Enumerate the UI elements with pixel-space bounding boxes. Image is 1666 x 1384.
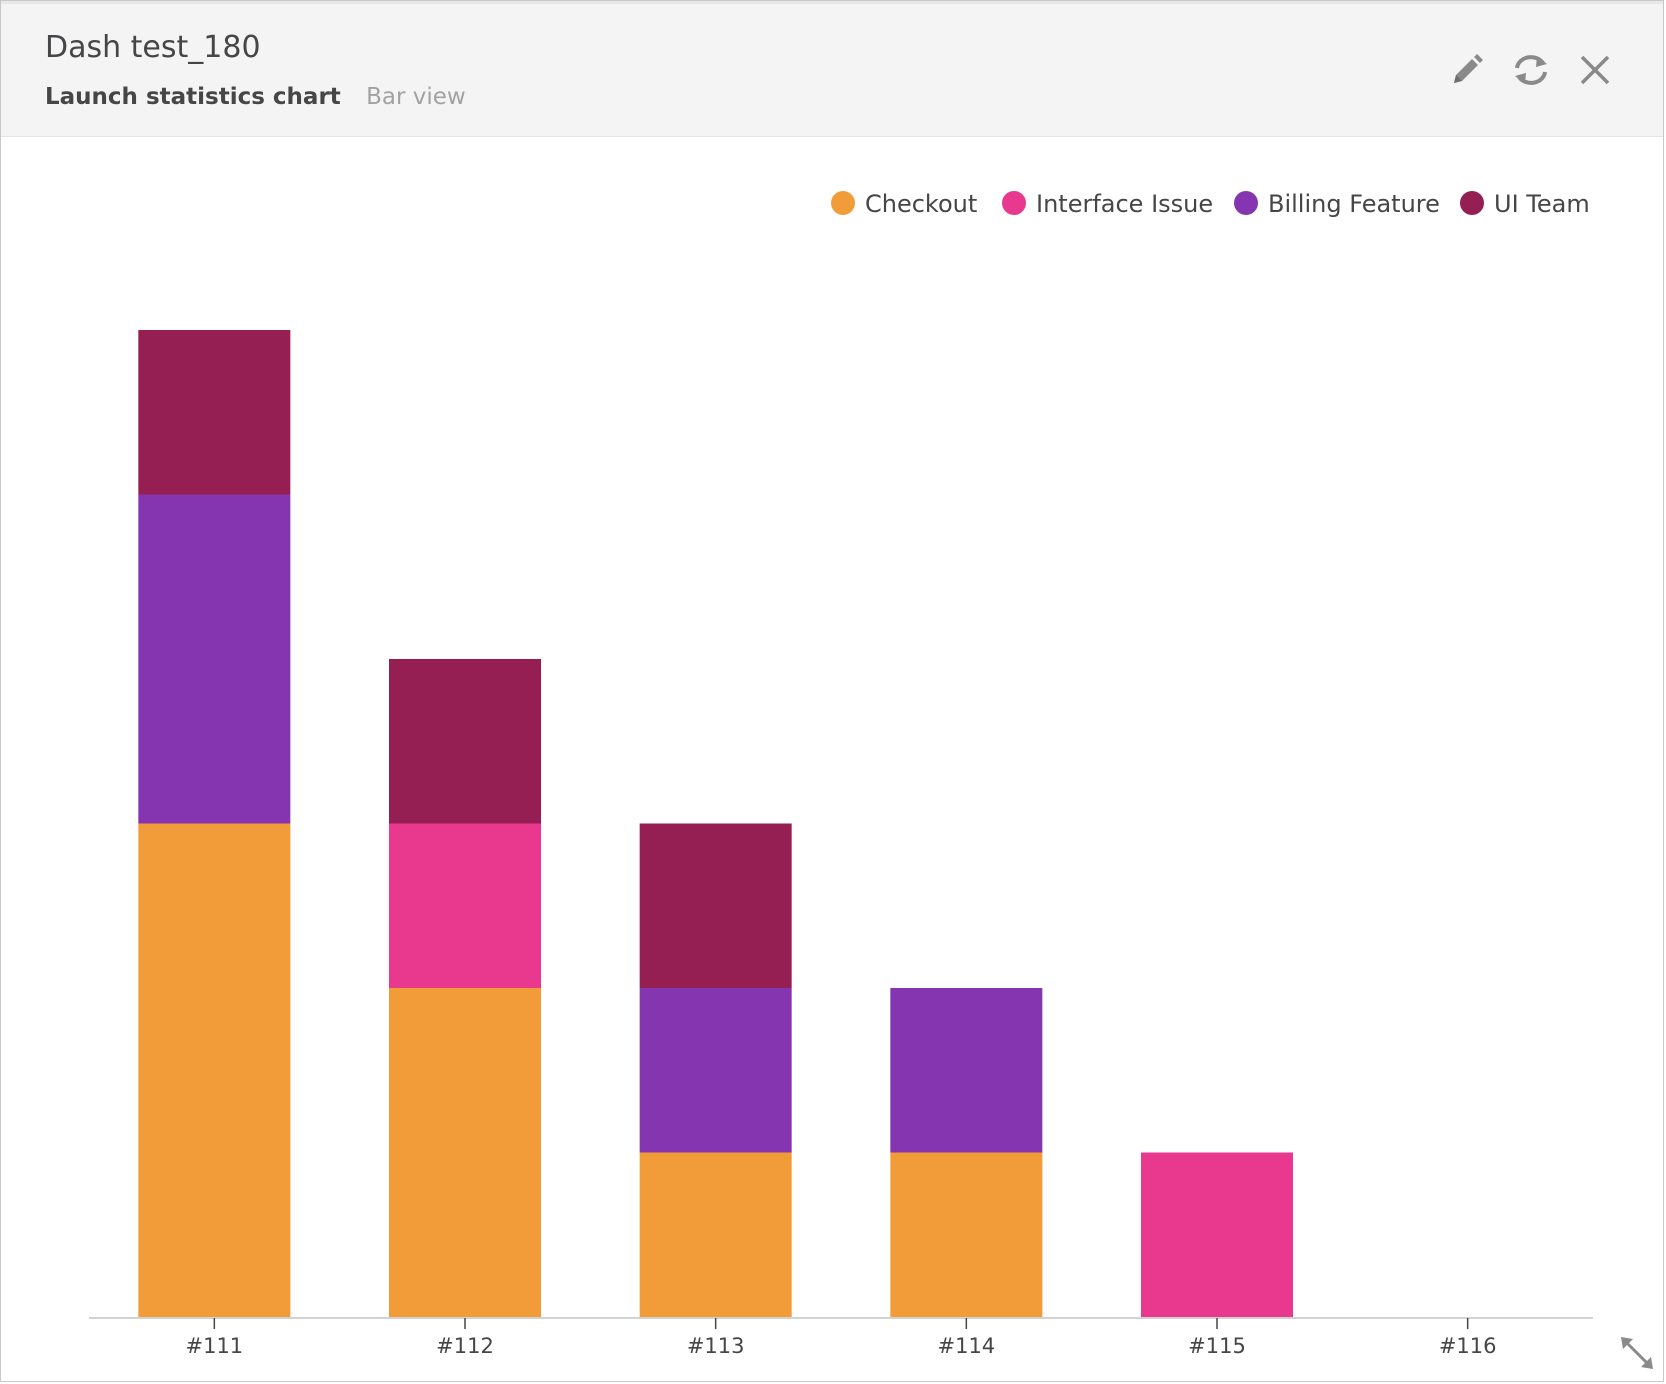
x-tick-label: #114 — [937, 1334, 995, 1358]
bar-segment[interactable] — [138, 494, 291, 824]
bar-segment[interactable] — [639, 1152, 792, 1318]
bar-segment[interactable] — [138, 330, 291, 495]
refresh-icon[interactable] — [1511, 50, 1551, 90]
chart-view-label: Bar view — [366, 84, 466, 110]
x-tick-label: #115 — [1188, 1334, 1246, 1358]
bar-chart: Checkout Interface Issue Billing Feature UI… — [89, 190, 1593, 1358]
x-tick-label: #111 — [185, 1334, 243, 1358]
bar-segment[interactable] — [639, 823, 792, 989]
bar-segment[interactable] — [890, 1152, 1043, 1318]
x-tick-label: #112 — [436, 1334, 494, 1358]
legend-label[interactable]: Checkout — [865, 190, 977, 218]
bar-segment[interactable] — [389, 988, 541, 1317]
bar-segment[interactable] — [389, 823, 541, 989]
legend-label[interactable]: UI Team — [1494, 190, 1590, 218]
header-actions — [1447, 50, 1615, 90]
legend-label[interactable]: Interface Issue — [1036, 190, 1213, 218]
widget-title: Dash test_180 — [45, 30, 261, 65]
bar-segment[interactable] — [890, 988, 1043, 1153]
chart-type-label: Launch statistics chart — [45, 84, 341, 110]
widget-subtitle: Launch statistics chart Bar view — [45, 84, 466, 110]
legend-marker[interactable] — [1002, 191, 1026, 215]
chart-area: Checkout Interface Issue Billing Feature UI… — [1, 137, 1663, 1381]
resize-icon[interactable] — [1617, 1333, 1657, 1373]
bar-segment[interactable] — [639, 988, 792, 1153]
x-tick-label: #113 — [687, 1334, 745, 1358]
bar-segment[interactable] — [138, 823, 291, 1318]
x-tick-label: #116 — [1439, 1334, 1497, 1358]
close-icon[interactable] — [1575, 50, 1615, 90]
bar-segment[interactable] — [389, 659, 541, 824]
edit-icon[interactable] — [1447, 50, 1487, 90]
legend-label[interactable]: Billing Feature — [1268, 190, 1440, 218]
legend-marker[interactable] — [1234, 191, 1258, 215]
legend-marker[interactable] — [831, 191, 855, 215]
widget-header: Dash test_180 Launch statistics chart Ba… — [1, 1, 1663, 137]
bar-segment[interactable] — [1141, 1152, 1293, 1318]
legend-marker[interactable] — [1460, 191, 1484, 215]
